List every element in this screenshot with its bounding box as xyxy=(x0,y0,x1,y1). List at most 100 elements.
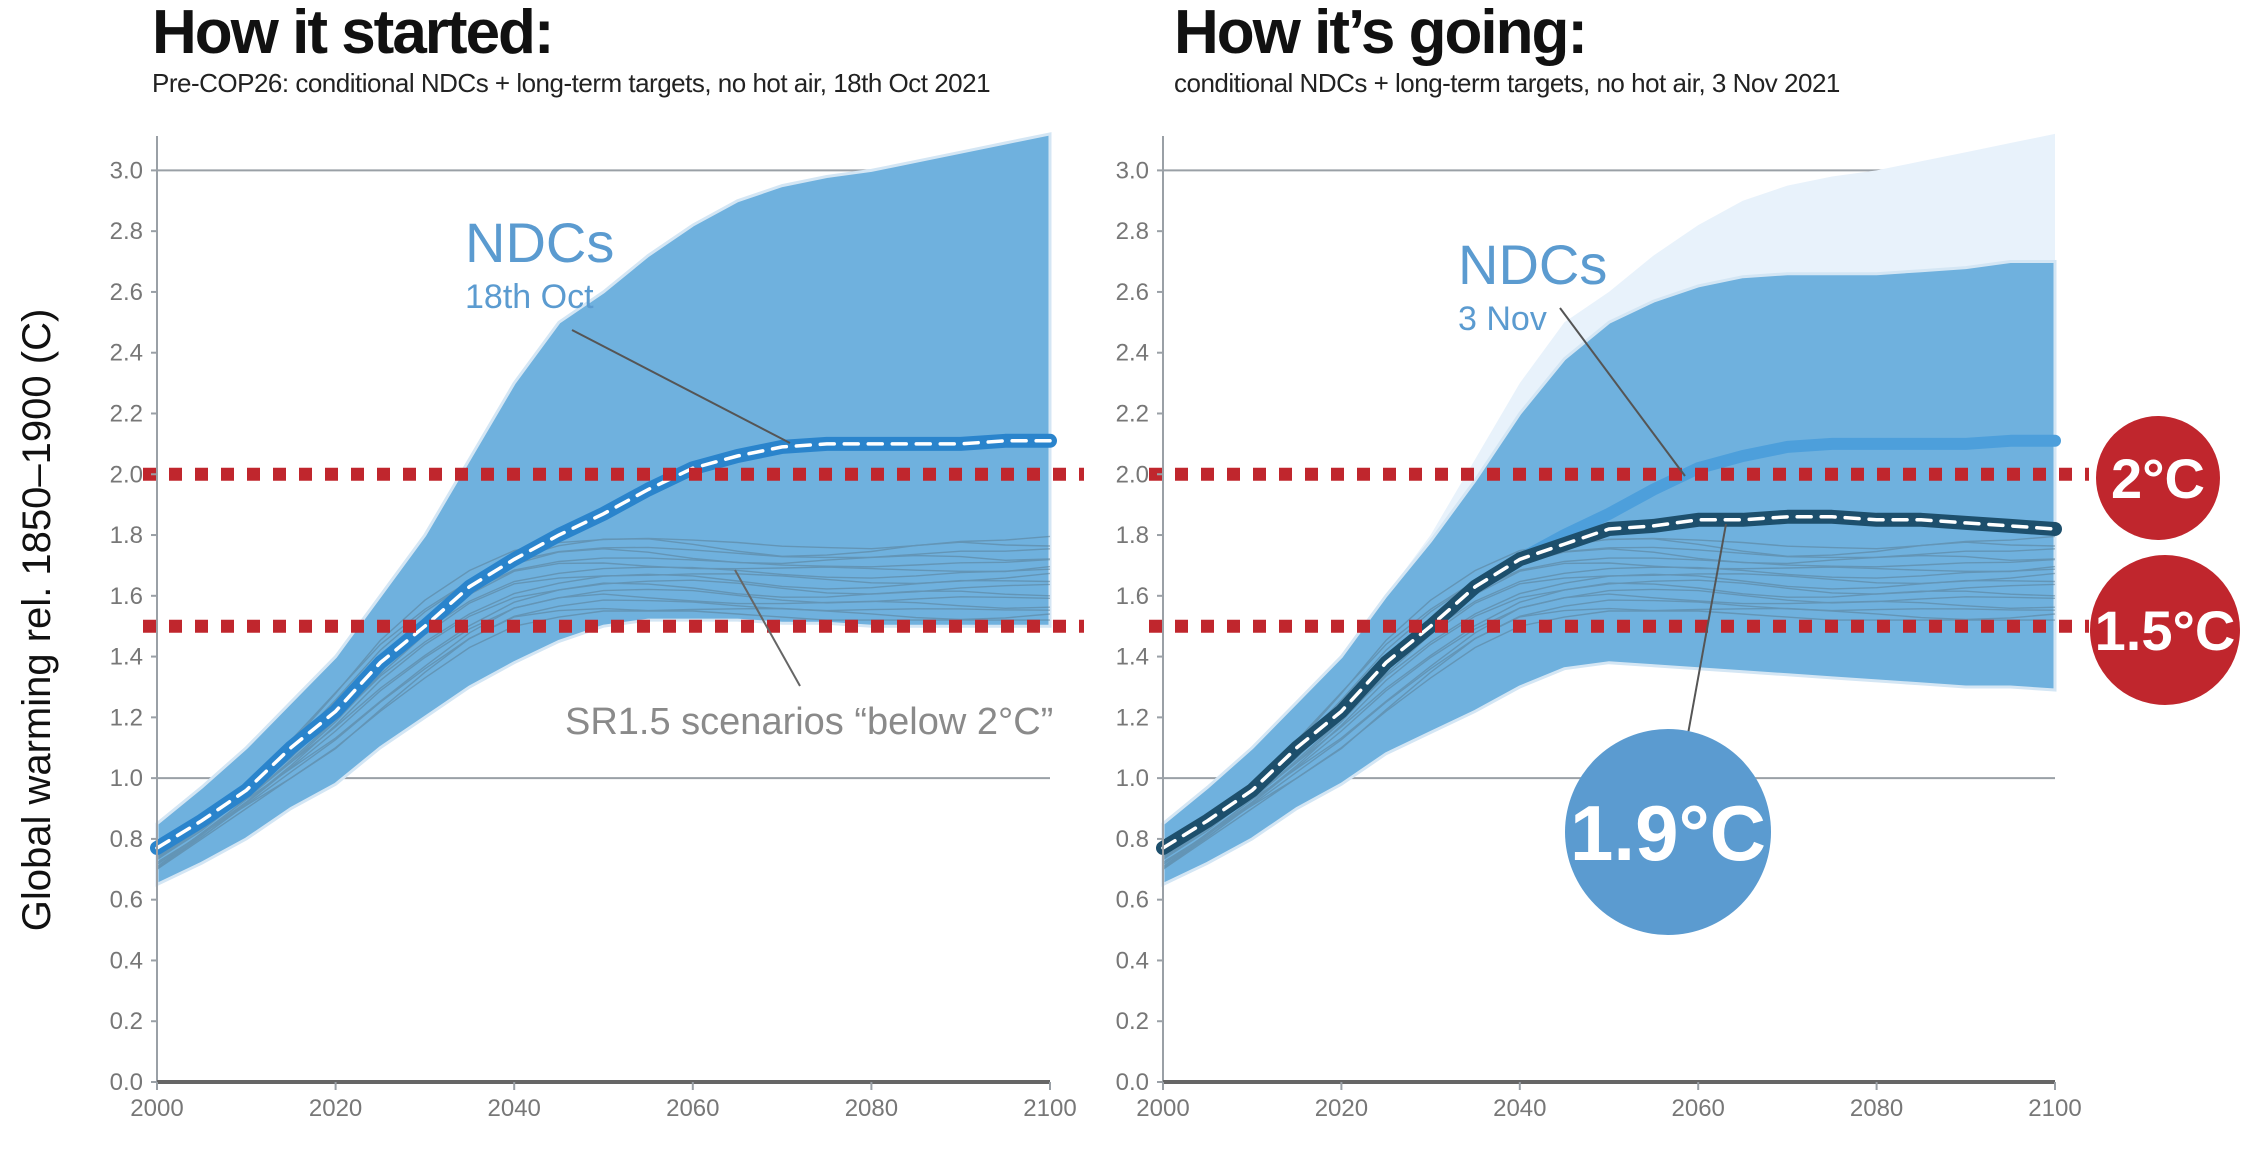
right-panel-subtitle: conditional NDCs + long-term targets, no… xyxy=(1174,68,1840,98)
ndc-median-dashes xyxy=(1161,515,2057,850)
x-tick-label: 2000 xyxy=(1136,1095,1189,1122)
y-tick-label: 2.8 xyxy=(110,218,143,245)
result-leader-line xyxy=(1685,523,1727,746)
panel-1: 0.0 0.2 0.4 0.6 0.8 1.0 1.2 1.4 1.6 1.8 2.0 2.2 2.4 2… xyxy=(110,132,1084,1122)
sr15-scenario-line xyxy=(156,548,1051,861)
panel-2: 0.0 0.2 0.4 0.6 0.8 1.0 1.2 1.4 1.6 1.8 2.0 2.2 2.4 2… xyxy=(1116,133,2240,1122)
sr15-scenario-line xyxy=(1162,582,2056,869)
ndc-leader-line xyxy=(571,329,791,444)
y-tick-label: 0.4 xyxy=(110,947,143,974)
y-tick-label: 2.4 xyxy=(1116,340,1149,367)
badge-15c-text: 1.5°C xyxy=(2095,599,2236,662)
sr15-scenario-line xyxy=(156,593,1051,868)
y-tick-label: 2.8 xyxy=(1116,218,1149,245)
y-tick-label: 0.2 xyxy=(1116,1008,1149,1035)
y-tick-label: 1.4 xyxy=(1116,644,1149,671)
sr15-scenario-line xyxy=(156,557,1051,859)
y-tick-label: 2.0 xyxy=(1116,461,1149,488)
sr15-scenario-line xyxy=(1162,548,2056,861)
sr15-scenario-line xyxy=(1162,599,2056,869)
sr15-label: SR1.5 scenarios “below 2°C” xyxy=(565,701,1053,743)
x-tick-label: 2040 xyxy=(1493,1095,1546,1122)
y-tick-label: 2.6 xyxy=(1116,279,1149,306)
sr15-scenario-lines xyxy=(156,535,1051,870)
x-tick-label: 2060 xyxy=(1672,1095,1725,1122)
x-tick-label: 2080 xyxy=(1850,1095,1903,1122)
ndc-median-dashes xyxy=(155,439,1052,850)
x-tick-label: 2020 xyxy=(309,1095,362,1122)
y-tick-label: 1.2 xyxy=(1116,704,1149,731)
sr15-scenario-line xyxy=(1162,546,2056,857)
y-axis-label-wrap: Global warming rel. 1850–1900 (C) xyxy=(15,309,59,932)
y-tick-label: 2.6 xyxy=(110,279,143,306)
sr15-scenario-line xyxy=(156,546,1051,857)
y-tick-label: 0.8 xyxy=(1116,826,1149,853)
y-tick-label: 1.8 xyxy=(1116,522,1149,549)
ndc-median-line xyxy=(150,433,1057,855)
sr15-scenario-line xyxy=(1162,535,2056,854)
sr15-scenario-line xyxy=(156,573,1051,865)
sr15-scenario-line xyxy=(156,566,1051,860)
ndc-label: NDCs xyxy=(465,211,614,274)
ndc-leader-line xyxy=(1559,307,1686,477)
old-ndc-median-line xyxy=(1157,434,2061,854)
sr15-scenario-line xyxy=(1162,579,2056,863)
badge-15c xyxy=(2090,555,2240,705)
ndc-date-label: 18th Oct xyxy=(465,278,594,316)
ndc-median-line xyxy=(1156,509,2062,855)
sr15-scenario-line xyxy=(156,599,1051,869)
sr15-scenario-line xyxy=(156,538,1051,861)
sr15-scenario-line xyxy=(1162,607,2056,866)
left-panel-title: How it started: xyxy=(152,0,555,67)
y-tick-label: 1.6 xyxy=(110,583,143,610)
y-tick-label: 0.0 xyxy=(110,1069,143,1096)
sr15-scenario-line xyxy=(1162,572,2056,858)
sr15-scenario-line xyxy=(156,582,1051,869)
sr15-scenario-line xyxy=(1162,538,2056,861)
sr15-scenario-line xyxy=(1162,557,2056,859)
ndc-date-label: 3 Nov xyxy=(1458,300,1547,338)
sr15-scenario-line xyxy=(1162,573,2056,865)
y-tick-label: 0.8 xyxy=(110,826,143,853)
x-tick-label: 2000 xyxy=(130,1095,183,1122)
sr15-scenario-line xyxy=(1162,610,2055,870)
y-tick-label: 0.2 xyxy=(110,1008,143,1035)
sr15-scenario-line xyxy=(156,607,1051,866)
ndc-range-band xyxy=(1161,260,2057,887)
sr15-scenario-line xyxy=(156,610,1050,870)
result-badge xyxy=(1565,729,1771,935)
x-tick-label: 2060 xyxy=(666,1095,719,1122)
y-tick-label: 3.0 xyxy=(110,157,143,184)
sr15-scenario-lines xyxy=(1162,535,2056,870)
sr15-scenario-line xyxy=(156,562,1051,858)
x-tick-label: 2040 xyxy=(488,1095,541,1122)
sr15-scenario-line xyxy=(1162,593,2056,868)
sr15-leader-line xyxy=(734,569,801,687)
y-tick-label: 1.0 xyxy=(1116,765,1149,792)
x-tick-label: 2100 xyxy=(1023,1095,1076,1122)
y-tick-label: 2.4 xyxy=(110,340,143,367)
sr15-scenario-line xyxy=(156,535,1051,854)
y-tick-label: 2.2 xyxy=(1116,400,1149,427)
y-tick-label: 1.4 xyxy=(110,644,143,671)
ndc-label: NDCs xyxy=(1458,233,1607,296)
y-tick-label: 0.0 xyxy=(1116,1069,1149,1096)
old-ndc-range-band xyxy=(1163,133,2055,824)
y-tick-label: 2.0 xyxy=(110,461,143,488)
sr15-scenario-line xyxy=(1162,562,2056,858)
sr15-scenario-line xyxy=(156,579,1051,863)
left-panel-subtitle: Pre-COP26: conditional NDCs + long-term … xyxy=(152,68,991,98)
y-tick-label: 1.8 xyxy=(110,522,143,549)
ndc-range-band xyxy=(155,132,1052,887)
y-tick-label: 2.2 xyxy=(110,400,143,427)
x-tick-label: 2080 xyxy=(845,1095,898,1122)
x-tick-label: 2100 xyxy=(2028,1095,2081,1122)
y-tick-label: 1.0 xyxy=(110,765,143,792)
y-tick-label: 0.6 xyxy=(1116,887,1149,914)
y-tick-label: 1.2 xyxy=(110,704,143,731)
y-axis-label: Global warming rel. 1850–1900 (C) xyxy=(15,309,59,932)
sr15-scenario-line xyxy=(156,588,1051,868)
result-badge-text: 1.9°C xyxy=(1570,789,1766,877)
badge-2c-text: 2°C xyxy=(2111,447,2205,510)
